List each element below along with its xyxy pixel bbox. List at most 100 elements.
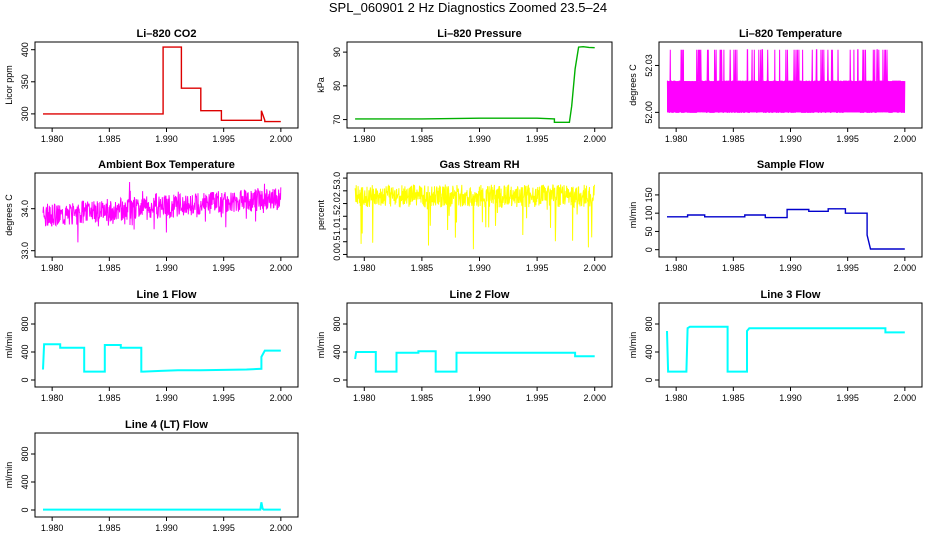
series-line xyxy=(667,208,905,250)
x-tick-label: 2.000 xyxy=(583,263,606,273)
x-tick-label: 1.980 xyxy=(41,263,64,273)
panel-title: Sample Flow xyxy=(757,159,825,171)
panel-title: Ambient Box Temperature xyxy=(98,159,235,171)
x-tick-label: 1.995 xyxy=(836,263,859,273)
series-line xyxy=(42,343,281,373)
y-tick-label: 400 xyxy=(20,344,30,359)
series-line xyxy=(354,350,595,373)
y-tick-label: 300 xyxy=(20,106,30,121)
y-axis-label: ml/min xyxy=(628,202,638,229)
x-tick-label: 2.000 xyxy=(894,134,917,144)
panel-8: Line 2 Flow 1.980 1.985 1.990 1.995 2.000 0 400… xyxy=(316,289,613,403)
y-tick-label: 800 xyxy=(20,316,30,331)
x-tick-label: 1.985 xyxy=(722,263,745,273)
x-tick-label: 2.000 xyxy=(270,523,293,533)
y-tick-label: 70 xyxy=(332,115,342,125)
x-tick-label: 1.995 xyxy=(212,134,235,144)
x-tick-label: 1.985 xyxy=(98,263,121,273)
x-tick-label: 1.980 xyxy=(353,393,376,403)
x-tick-label: 1.980 xyxy=(41,393,64,403)
x-tick-label: 1.995 xyxy=(212,263,235,273)
plot-frame xyxy=(346,302,613,388)
y-axis-label: percent xyxy=(316,199,326,230)
series-line xyxy=(354,184,596,250)
figure-title: SPL_060901 2 Hz Diagnostics Zoomed 23.5–… xyxy=(328,0,608,15)
y-tick-label: 800 xyxy=(20,446,30,461)
plot-frame xyxy=(34,41,299,129)
x-tick-label: 1.990 xyxy=(779,134,802,144)
x-tick-label: 1.980 xyxy=(665,393,688,403)
x-tick-label: 1.995 xyxy=(212,393,235,403)
x-tick-label: 1.990 xyxy=(468,134,491,144)
y-tick-label: 80 xyxy=(332,81,342,91)
x-tick-label: 1.985 xyxy=(722,134,745,144)
x-tick-label: 1.995 xyxy=(526,393,549,403)
x-tick-label: 1.985 xyxy=(722,393,745,403)
y-tick-label: 1.5 xyxy=(332,210,342,223)
y-tick-label: 0.5 xyxy=(332,235,342,248)
y-tick-label: 33.0 xyxy=(20,242,30,260)
y-axis-label: degrees C xyxy=(628,64,638,106)
x-tick-label: 1.995 xyxy=(212,523,235,533)
x-tick-label: 2.000 xyxy=(583,134,606,144)
x-tick-label: 1.990 xyxy=(468,393,491,403)
x-tick-label: 1.995 xyxy=(526,134,549,144)
series-line xyxy=(43,502,281,511)
y-axis-label: ml/min xyxy=(316,332,326,359)
panel-10: Line 4 (LT) Flow 1.980 1.985 1.990 1.995 2.00… xyxy=(4,419,299,533)
panel-title: Li–820 Pressure xyxy=(437,28,521,40)
x-tick-label: 2.000 xyxy=(894,263,917,273)
x-tick-label: 1.995 xyxy=(526,263,549,273)
y-tick-label: 400 xyxy=(20,474,30,489)
panel-title: Line 2 Flow xyxy=(450,289,510,301)
panel-3: Li–820 Temperature 1.980 1.985 1.990 1.995 2.… xyxy=(628,28,923,144)
series-line xyxy=(355,45,595,123)
x-tick-label: 1.995 xyxy=(836,393,859,403)
y-axis-label: Licor ppm xyxy=(4,65,14,105)
y-axis-label: ml/min xyxy=(4,462,14,489)
x-tick-label: 1.980 xyxy=(353,134,376,144)
x-tick-label: 1.985 xyxy=(411,134,434,144)
y-tick-label: 150 xyxy=(644,187,654,202)
panel-9: Line 3 Flow 1.980 1.985 1.990 1.995 2.000 0 400… xyxy=(628,289,923,403)
x-tick-label: 1.985 xyxy=(98,523,121,533)
panel-title: Gas Stream RH xyxy=(439,159,519,171)
y-tick-label: 90 xyxy=(332,47,342,57)
y-tick-label: 3.0 xyxy=(332,172,342,185)
y-tick-label: 400 xyxy=(644,344,654,359)
x-tick-label: 1.990 xyxy=(155,523,178,533)
x-tick-label: 2.000 xyxy=(270,134,293,144)
panel-6: Sample Flow 1.980 1.985 1.990 1.995 2.000 0 50 1… xyxy=(628,159,923,273)
y-tick-label: 350 xyxy=(20,74,30,89)
panel-title: Line 4 (LT) Flow xyxy=(125,419,208,431)
x-tick-label: 1.980 xyxy=(41,523,64,533)
x-tick-label: 2.000 xyxy=(583,393,606,403)
panel-5: Gas Stream RH 1.980 1.985 1.990 1.995 2.000 0.… xyxy=(316,159,613,273)
y-tick-label: 0.0 xyxy=(332,248,342,261)
x-tick-label: 1.985 xyxy=(98,393,121,403)
x-tick-label: 1.980 xyxy=(665,134,688,144)
panel-7: Line 1 Flow 1.980 1.985 1.990 1.995 2.000 0 400… xyxy=(4,289,299,403)
y-tick-label: 0 xyxy=(20,507,30,512)
y-tick-label: 800 xyxy=(332,316,342,331)
panel-title: Line 1 Flow xyxy=(137,289,197,301)
y-tick-label: 400 xyxy=(20,42,30,57)
panel-4: Ambient Box Temperature 1.980 1.985 1.990 1.… xyxy=(4,159,299,273)
x-tick-label: 2.000 xyxy=(270,263,293,273)
y-tick-label: 50 xyxy=(644,226,654,236)
x-tick-label: 2.000 xyxy=(894,393,917,403)
x-tick-label: 1.995 xyxy=(836,134,859,144)
y-tick-label: 0 xyxy=(644,377,654,382)
y-tick-label: 2.5 xyxy=(332,185,342,198)
x-tick-label: 1.990 xyxy=(468,263,491,273)
y-axis-label: kPa xyxy=(316,77,326,93)
panel-1: Li–820 CO2 1.980 1.985 1.990 1.995 2.000 300 35… xyxy=(4,28,299,144)
y-tick-label: 400 xyxy=(332,344,342,359)
panel-title: Line 3 Flow xyxy=(761,289,821,301)
y-axis-label: ml/min xyxy=(4,332,14,359)
series-line xyxy=(666,325,905,373)
panel-title: Li–820 Temperature xyxy=(739,28,842,40)
x-tick-label: 2.000 xyxy=(270,393,293,403)
y-tick-label: 800 xyxy=(644,316,654,331)
y-tick-label: 52.03 xyxy=(644,54,654,77)
